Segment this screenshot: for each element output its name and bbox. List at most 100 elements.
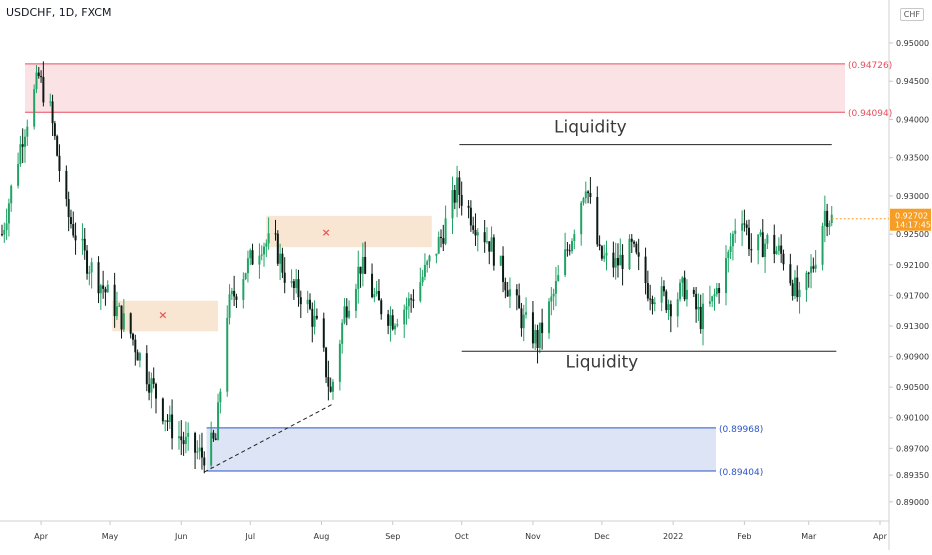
candle-body <box>380 300 383 315</box>
candle-body <box>152 378 155 384</box>
price-tick-label: 0.90500 <box>896 383 929 392</box>
candle-body <box>798 289 801 298</box>
candle-body <box>603 255 606 259</box>
candle-body <box>235 296 238 300</box>
candle-body <box>793 277 796 297</box>
candle-body <box>605 252 608 256</box>
last-price-countdown: 14:17:45 <box>895 221 931 230</box>
candle-body <box>331 381 334 392</box>
demand-zone[interactable] <box>206 427 716 471</box>
zones-layer <box>24 63 845 472</box>
candle-body <box>580 202 583 235</box>
candle-body <box>164 420 167 422</box>
candle-body <box>281 253 284 273</box>
trend-line[interactable] <box>204 403 334 473</box>
candle-body <box>699 306 702 330</box>
candle-body <box>322 318 325 348</box>
candle-body <box>17 163 20 186</box>
candle-body <box>828 223 831 227</box>
candle-body <box>168 414 171 422</box>
price-tick-label: 0.95000 <box>896 39 929 48</box>
candle-body <box>196 451 199 453</box>
last-price-badge[interactable] <box>890 208 931 231</box>
demand-bottom-label: (0.89404) <box>719 468 763 478</box>
candle-body <box>180 436 183 441</box>
candle-body <box>766 234 769 244</box>
candle-body <box>791 283 794 297</box>
candle-body <box>467 205 470 208</box>
currency-badge[interactable]: CHF <box>899 8 924 21</box>
candle-body <box>796 277 799 298</box>
candle-body <box>357 266 360 289</box>
liquidity-label-bottom: Liquidity <box>566 352 639 372</box>
candle-body <box>120 305 123 330</box>
candle-body <box>249 250 252 259</box>
candle-body <box>474 229 477 236</box>
candle-body <box>53 123 56 137</box>
candle-body <box>10 185 13 204</box>
candle-body <box>775 250 778 255</box>
candle-body <box>106 284 109 293</box>
candle-body <box>242 279 245 300</box>
supply-zone[interactable] <box>24 63 845 113</box>
candle-body <box>823 210 826 226</box>
candle-body <box>412 299 415 301</box>
candle-body <box>230 290 233 295</box>
candle-body <box>345 306 348 318</box>
candle-body <box>676 299 679 317</box>
candle-body <box>327 377 330 387</box>
candle-body <box>695 293 698 310</box>
candle-body <box>348 310 351 318</box>
candle-body <box>184 436 187 445</box>
candle-body <box>343 306 346 323</box>
price-tick-label: 0.91300 <box>896 322 929 331</box>
candle-body <box>669 304 672 317</box>
candle-body <box>483 232 486 243</box>
candle-body <box>244 273 247 280</box>
candle-body <box>713 294 716 297</box>
candle-body <box>67 199 70 218</box>
time-tick-label: Jun <box>174 532 188 541</box>
candle-body <box>219 391 222 403</box>
candle-body <box>488 241 491 252</box>
candle-body <box>649 298 652 300</box>
candle-body <box>667 304 670 311</box>
candle-body <box>136 352 139 361</box>
candle-body <box>69 217 72 225</box>
broken-zone-2[interactable] <box>266 215 432 248</box>
price-tick-label: 0.89700 <box>896 444 929 453</box>
candle-body <box>274 233 277 235</box>
candle-body <box>451 190 454 219</box>
candle-body <box>403 309 406 325</box>
candle-body <box>166 420 169 422</box>
candle-body <box>630 238 633 242</box>
candle-body <box>313 315 316 327</box>
time-tick-label: Aug <box>314 532 330 541</box>
candle-body <box>552 293 555 297</box>
candle-body <box>566 249 569 251</box>
candle-body <box>589 193 592 198</box>
candle-body <box>761 232 764 257</box>
candle-body <box>534 330 537 344</box>
candle-body <box>410 298 413 300</box>
candle-body <box>426 261 429 265</box>
candle-body <box>35 72 38 90</box>
lines-layer: ×× <box>158 144 837 473</box>
candle-body <box>200 447 203 458</box>
candle-body <box>210 432 213 466</box>
candle-body <box>33 89 36 127</box>
x-marker-1[interactable]: × <box>158 308 167 321</box>
candle-body <box>260 254 263 256</box>
candle-body <box>217 402 220 440</box>
candle-body <box>423 264 426 277</box>
candle-body <box>685 289 688 300</box>
candle-body <box>651 299 654 305</box>
candle-body <box>113 284 116 317</box>
candle-body <box>587 191 590 194</box>
x-marker-2[interactable]: × <box>321 226 330 239</box>
candle-body <box>97 262 100 294</box>
candle-body <box>265 243 268 247</box>
candle-body <box>198 447 201 452</box>
